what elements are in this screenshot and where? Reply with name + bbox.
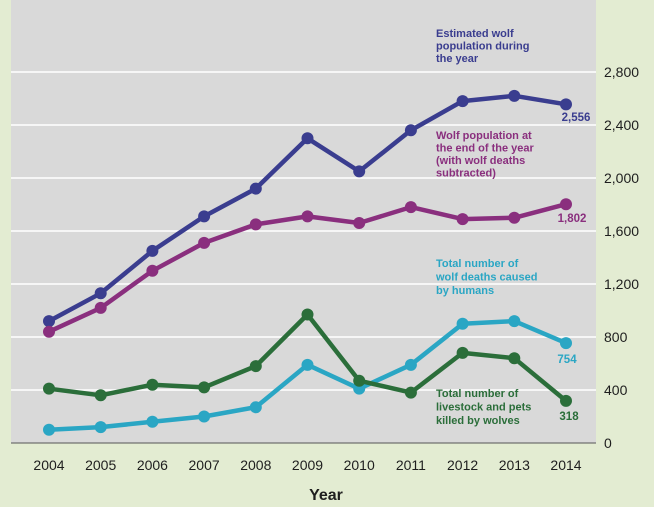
series-label-line: subtracted) bbox=[436, 168, 496, 180]
data-point bbox=[508, 89, 521, 102]
data-point bbox=[456, 213, 469, 226]
x-tick-label: 2009 bbox=[292, 457, 323, 473]
series-label-line: the end of the year bbox=[436, 143, 535, 155]
x-tick-label: 2006 bbox=[137, 457, 168, 473]
data-point bbox=[353, 374, 366, 387]
data-point bbox=[560, 337, 572, 350]
y-tick-label: 2,400 bbox=[604, 117, 639, 133]
x-tick-label: 2011 bbox=[396, 457, 426, 473]
data-point bbox=[198, 381, 211, 394]
data-point bbox=[508, 211, 521, 224]
data-point bbox=[43, 315, 55, 328]
x-tick-label: 2014 bbox=[550, 457, 581, 473]
data-point bbox=[404, 358, 417, 371]
data-point bbox=[456, 346, 469, 359]
data-point bbox=[198, 410, 211, 423]
data-point bbox=[560, 98, 572, 111]
data-point bbox=[404, 201, 417, 214]
data-point bbox=[353, 217, 366, 230]
data-point bbox=[198, 210, 211, 223]
end-value-label: 2,556 bbox=[562, 112, 591, 124]
x-tick-label: 2007 bbox=[189, 457, 220, 473]
data-point bbox=[43, 423, 55, 436]
series-label-line: livestock and pets bbox=[436, 402, 531, 414]
series-label-line: Total number of bbox=[436, 388, 519, 400]
data-point bbox=[198, 236, 211, 249]
series-label-line: (with wolf deaths bbox=[436, 155, 525, 167]
data-point bbox=[249, 401, 262, 414]
series-label-line: the year bbox=[436, 53, 479, 65]
plot-area bbox=[11, 0, 596, 443]
x-tick-label: 2012 bbox=[447, 457, 478, 473]
y-tick-label: 1,600 bbox=[604, 223, 639, 239]
series-label-line: population during bbox=[436, 41, 529, 53]
data-point bbox=[301, 358, 314, 371]
data-point bbox=[301, 210, 314, 223]
series-label-line: wolf deaths caused bbox=[435, 272, 537, 284]
data-point bbox=[94, 301, 107, 314]
data-point bbox=[249, 360, 262, 373]
x-tick-label: 2013 bbox=[499, 457, 530, 473]
data-point bbox=[146, 415, 159, 428]
series-label-line: Wolf population at bbox=[436, 130, 532, 142]
data-point bbox=[560, 394, 572, 407]
data-point bbox=[456, 317, 469, 330]
data-point bbox=[94, 287, 107, 300]
data-point bbox=[146, 378, 159, 391]
series-label-line: Total number of bbox=[436, 258, 519, 270]
data-point bbox=[146, 264, 159, 277]
end-value-label: 1,802 bbox=[558, 213, 587, 225]
data-point bbox=[146, 244, 159, 257]
data-point bbox=[94, 421, 107, 434]
x-tick-label: 2005 bbox=[85, 457, 116, 473]
data-point bbox=[353, 165, 366, 178]
series-label-line: Estimated wolf bbox=[436, 28, 514, 40]
y-tick-label: 800 bbox=[604, 329, 628, 345]
data-point bbox=[456, 95, 469, 108]
data-point bbox=[94, 389, 107, 402]
data-point bbox=[43, 382, 55, 395]
x-tick-label: 2010 bbox=[344, 457, 375, 473]
data-point bbox=[301, 308, 314, 321]
data-point bbox=[560, 198, 572, 211]
series-label-line: by humans bbox=[436, 285, 494, 297]
data-point bbox=[43, 325, 55, 338]
series-points bbox=[43, 89, 572, 436]
end-value-label: 318 bbox=[559, 411, 579, 423]
y-tick-label: 1,200 bbox=[604, 276, 639, 292]
y-tick-label: 2,800 bbox=[604, 64, 639, 80]
data-point bbox=[508, 352, 521, 365]
x-tick-label: 2008 bbox=[240, 457, 271, 473]
data-point bbox=[404, 386, 417, 399]
y-tick-label: 400 bbox=[604, 382, 628, 398]
x-tick-label: 2004 bbox=[33, 457, 64, 473]
end-value-label: 754 bbox=[557, 354, 577, 366]
series-label-line: killed by wolves bbox=[436, 415, 520, 427]
y-tick-label: 0 bbox=[604, 435, 612, 451]
data-point bbox=[404, 124, 417, 137]
data-point bbox=[508, 315, 521, 328]
data-point bbox=[249, 218, 262, 231]
data-point bbox=[249, 182, 262, 195]
x-axis-title: Year bbox=[309, 487, 343, 504]
y-tick-label: 2,000 bbox=[604, 170, 639, 186]
data-point bbox=[301, 132, 314, 145]
axes: 0 400 800 1,200 1,600 2,000 2,400 2,800 2004 2005… bbox=[11, 64, 639, 473]
